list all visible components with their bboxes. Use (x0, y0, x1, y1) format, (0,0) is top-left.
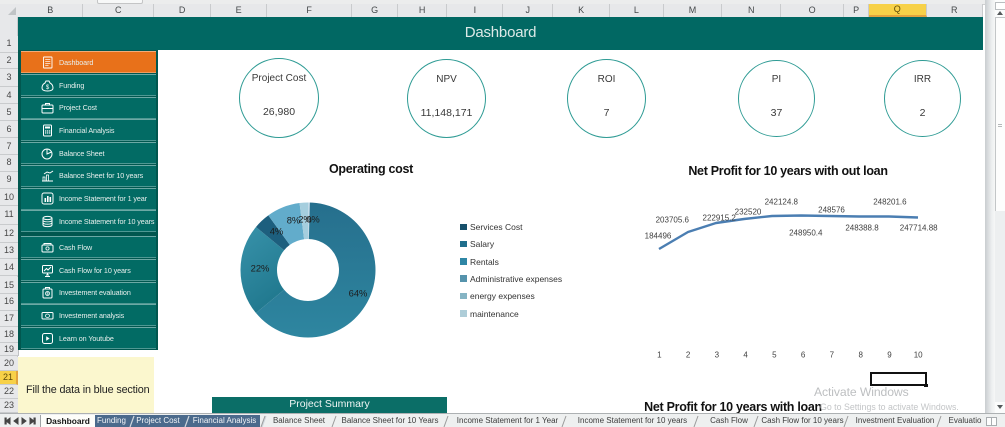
svg-text:$: $ (46, 291, 49, 296)
svg-text:$: $ (46, 85, 50, 91)
